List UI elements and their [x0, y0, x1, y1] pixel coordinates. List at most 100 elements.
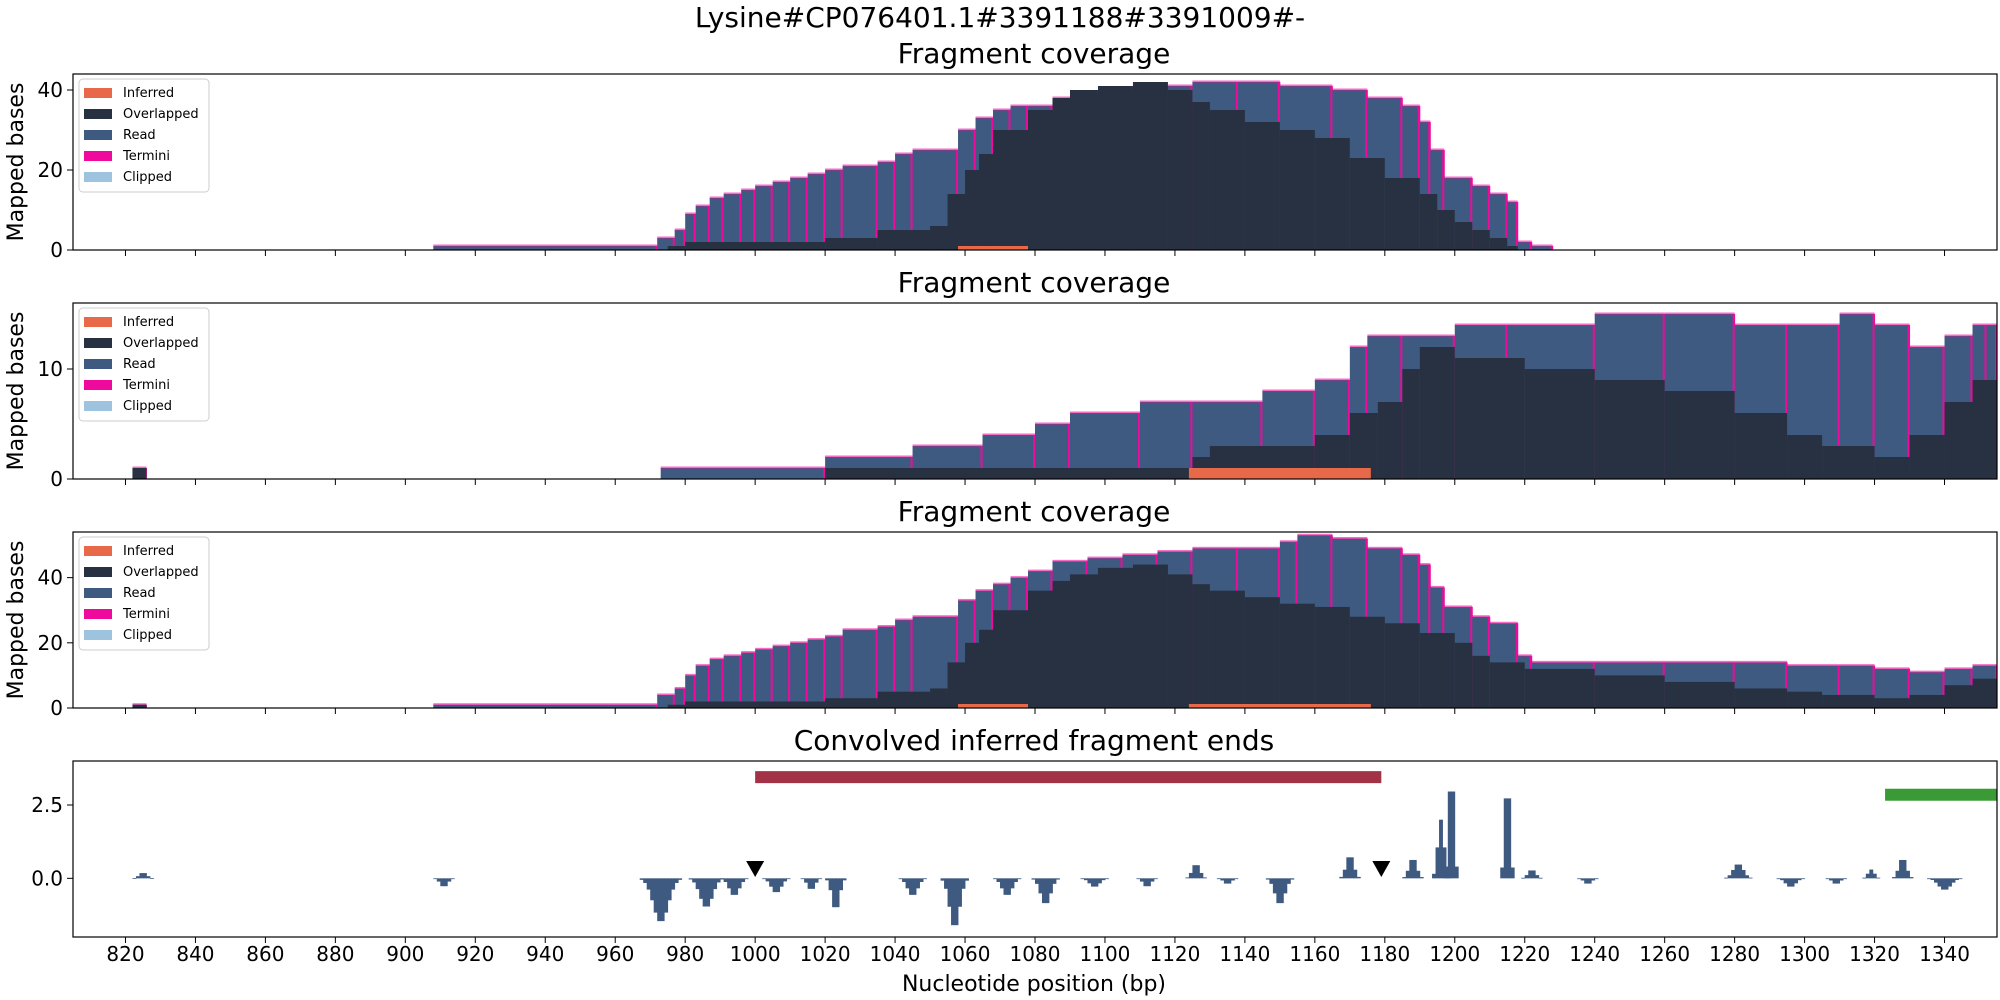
panel-1-plot: Inferred Overlapped Read Termini Clipped 0 20 4… — [38, 73, 1998, 262]
convolved-bar — [835, 878, 840, 908]
convolved-bar — [1290, 878, 1295, 880]
panel-2-overlapped-step — [1524, 369, 1595, 479]
y-tick-label: 40 — [38, 78, 63, 102]
panel-3-termini-mark — [1531, 660, 1595, 663]
panel-3-overlapped-step — [1972, 678, 1997, 708]
panel-1-overlapped-step — [1132, 82, 1168, 250]
convolved-bar — [1955, 878, 1959, 880]
x-tick-label: 1220 — [1499, 942, 1550, 966]
panel-3-overlapped-step — [877, 691, 931, 708]
panel-3-plot: Inferred Overlapped Read Termini Clipped 0 20 4… — [38, 531, 1998, 720]
panel-1-termini-mark — [825, 168, 843, 171]
panel-3-overlapped-step — [1384, 623, 1420, 708]
panel-3-read-step — [877, 626, 896, 708]
legend-swatch-clipped — [84, 401, 112, 411]
panel-3-overlapped-step — [685, 701, 826, 708]
convolved-bar — [1101, 878, 1106, 881]
panel-3-termini-mark — [1087, 556, 1123, 559]
convolved-bar — [1580, 878, 1585, 881]
panel-3-termini-mark — [739, 655, 742, 708]
panel-3-overlapped-step — [1489, 662, 1525, 708]
convolved-bar — [1865, 873, 1870, 879]
convolved-bar — [1083, 878, 1088, 881]
panel-3-termini-mark — [1028, 569, 1053, 572]
convolved-bar — [769, 878, 774, 887]
convolved-bar — [1104, 878, 1109, 880]
panel-2-termini-mark — [1594, 312, 1665, 315]
panel-3-termini-mark — [1972, 664, 1997, 667]
panel-1-read-step — [895, 154, 913, 250]
panel-2-overlapped-step — [1594, 380, 1665, 479]
convolved-bar — [1339, 876, 1344, 879]
convolved-bar — [650, 878, 655, 901]
legend-label-overlapped: Overlapped — [123, 336, 199, 351]
convolved-bar — [1202, 877, 1207, 879]
panel-3-termini-mark — [1785, 662, 1788, 708]
legend-label-clipped: Clipped — [123, 170, 172, 185]
x-tick-label: 940 — [526, 942, 564, 966]
convolved-bar — [1276, 878, 1281, 904]
panel-2-termini-mark — [1139, 400, 1193, 403]
panel-1-read-step — [807, 174, 826, 250]
y-tick-label: 20 — [38, 158, 63, 182]
legend-label-overlapped: Overlapped — [123, 565, 199, 580]
panel-1-read-step — [877, 162, 896, 250]
panel-3-overlapped-step — [993, 610, 1028, 708]
convolved-bar — [954, 878, 959, 926]
panel-2-termini-mark — [1664, 312, 1735, 315]
convolved-bar — [1405, 870, 1410, 879]
panel-3-termini-mark — [893, 626, 896, 708]
panel-2-overlapped-step — [132, 468, 147, 479]
x-tick-label: 1260 — [1639, 942, 1690, 966]
convolved-bar — [1234, 878, 1239, 880]
convolved-bar — [905, 878, 910, 889]
panel-3-overlapped-step — [1524, 668, 1595, 708]
panel-1: Fragment coverage Mapped bases Inferred O… — [4, 37, 1998, 262]
convolved-bar — [1412, 859, 1417, 879]
convolved-bar — [902, 878, 906, 883]
panel-3-inferred-step — [1188, 704, 1371, 708]
convolved-bar — [744, 878, 749, 880]
panel-1-termini-mark — [893, 162, 896, 250]
convolved-bar — [804, 878, 809, 883]
legend-swatch-termini — [84, 380, 112, 390]
panel-1-termini-mark — [693, 214, 697, 250]
convolved-bar — [958, 878, 962, 907]
panel-3-termini-mark — [1297, 533, 1333, 536]
convolved-bar — [1780, 878, 1785, 881]
convolved-bar — [1776, 878, 1781, 880]
convolved-bar — [142, 873, 147, 879]
panel-1-read-step — [772, 182, 791, 250]
legend-label-termini: Termini — [122, 607, 170, 622]
convolved-bar — [1000, 878, 1004, 889]
panel-3: Fragment coverage Mapped bases Inferred O… — [4, 495, 1998, 720]
convolved-bar — [961, 878, 966, 889]
y-tick-label: 0 — [50, 467, 63, 491]
panel-3-termini-mark — [1237, 546, 1280, 549]
panel-3-termini-mark — [1192, 546, 1238, 549]
panel-3-termini-mark — [877, 625, 896, 628]
convolved-bar — [1227, 878, 1232, 884]
panel-3-read-step — [807, 639, 826, 708]
panel-3-termini-mark — [1909, 670, 1945, 673]
convolved-bar — [1797, 878, 1802, 881]
panel-3-termini-mark — [709, 657, 724, 660]
x-tick-label: 980 — [666, 942, 704, 966]
convolved-bar — [1906, 870, 1910, 879]
convolved-bar — [1941, 878, 1945, 890]
convolved-bar — [1734, 864, 1739, 879]
convolved-bar — [1892, 877, 1896, 879]
panel-1-ylabel: Mapped bases — [4, 83, 29, 242]
convolved-bar — [1451, 791, 1456, 879]
panel-3-read-step — [772, 646, 791, 708]
convolved-bar — [1349, 857, 1354, 879]
convolved-bar — [443, 878, 448, 887]
convolved-bar — [716, 878, 721, 883]
convolved-bar — [713, 878, 718, 890]
panel-3-overlapped-step — [1734, 688, 1788, 708]
convolved-bar — [1591, 878, 1596, 881]
convolved-bar — [132, 877, 137, 879]
convolved-bar — [1416, 870, 1421, 879]
panel-3-termini-mark — [741, 651, 756, 654]
panel-3-termini-mark — [842, 628, 878, 631]
